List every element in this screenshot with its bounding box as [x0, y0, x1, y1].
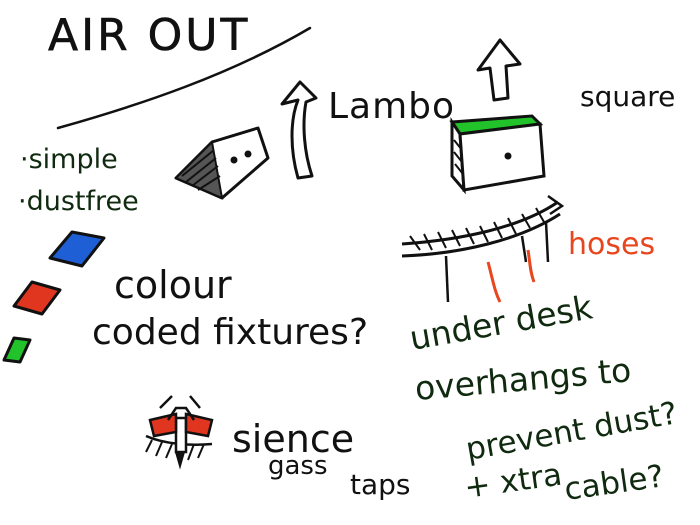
label-cable: cable?: [562, 458, 666, 508]
desk-icon: [401, 194, 565, 303]
blue-fixture-icon: [48, 230, 106, 268]
gas-tap-icon: [145, 395, 214, 470]
wedge-fixture-icon: [174, 126, 270, 200]
label-under-desk: under desk: [407, 287, 597, 358]
label-coded-fixtures: coded fixtures?: [92, 312, 368, 353]
bullet-simple: ·simple: [20, 144, 118, 175]
label-prevent-dust: prevent dust?: [463, 395, 680, 468]
label-sience: sience: [232, 417, 354, 461]
label-lambo: Lambo: [328, 86, 455, 127]
label-overhangs: overhangs to: [413, 350, 632, 408]
label-colour: colour: [114, 263, 232, 307]
bullet-dustfree: ·dustfree: [18, 186, 139, 217]
label-hoses: hoses: [568, 227, 655, 262]
green-fixture-icon: [2, 336, 32, 364]
title: AIR OUT: [48, 10, 250, 61]
label-taps: taps: [350, 468, 411, 501]
up-arrow-icon: [280, 80, 318, 180]
label-gass: gass: [268, 451, 328, 481]
box-fixture-icon: [449, 114, 546, 195]
up-arrow-icon-2: [476, 38, 522, 102]
label-square: square: [580, 80, 675, 113]
title-underline: [56, 26, 312, 130]
red-fixture-icon: [12, 280, 62, 316]
